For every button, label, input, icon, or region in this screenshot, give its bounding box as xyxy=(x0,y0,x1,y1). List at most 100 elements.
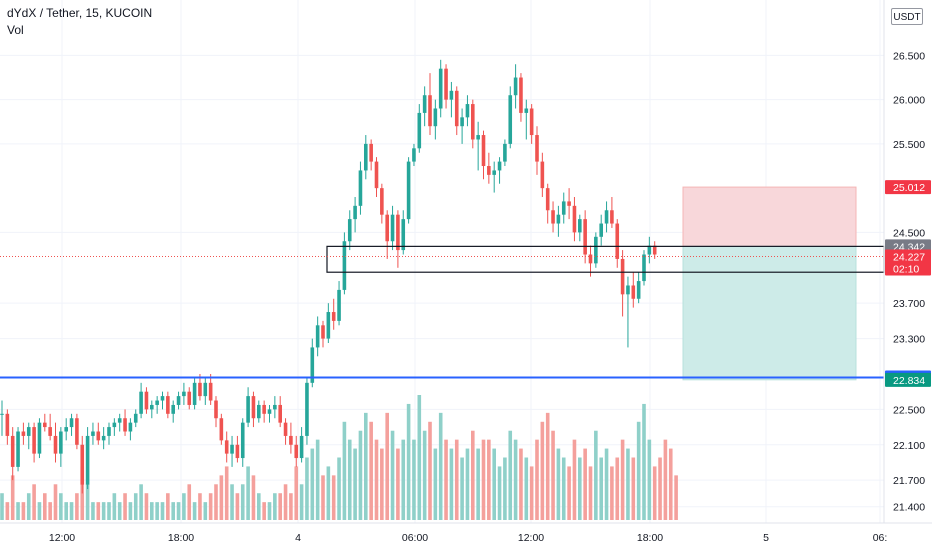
candle-body[interactable] xyxy=(626,285,630,295)
candle-body[interactable] xyxy=(406,161,411,220)
candle-body[interactable] xyxy=(246,396,250,423)
candle-body[interactable] xyxy=(155,400,159,405)
candle-body[interactable] xyxy=(182,391,186,397)
candle-body[interactable] xyxy=(519,77,523,113)
candle-body[interactable] xyxy=(551,210,555,224)
candle-body[interactable] xyxy=(535,135,539,162)
candle-body[interactable] xyxy=(150,404,154,410)
candle-body[interactable] xyxy=(331,312,336,321)
candle-body[interactable] xyxy=(267,409,272,414)
candle-body[interactable] xyxy=(417,112,422,149)
time-axis[interactable]: 12:00 18:00 4 06:00 12:00 18:00 5 06: xyxy=(49,532,887,544)
candle-body[interactable] xyxy=(337,289,341,321)
candle-body[interactable] xyxy=(5,413,10,436)
candle-body[interactable] xyxy=(214,400,218,419)
candle-body[interactable] xyxy=(21,431,26,436)
candle-body[interactable] xyxy=(91,431,95,436)
candle-body[interactable] xyxy=(26,427,31,436)
candle-body[interactable] xyxy=(342,241,347,290)
candle-body[interactable] xyxy=(101,435,106,441)
candle-body[interactable] xyxy=(64,427,68,432)
price-axis[interactable]: 26.500 26.000 25.500 24.500 23.700 23.300 22.5… xyxy=(893,50,925,513)
candle-body[interactable] xyxy=(631,285,636,299)
candle-body[interactable] xyxy=(465,104,470,118)
candle-body[interactable] xyxy=(567,201,571,206)
candle-body[interactable] xyxy=(198,382,202,397)
candle-body[interactable] xyxy=(37,422,42,454)
candle-body[interactable] xyxy=(396,214,400,251)
candle-body[interactable] xyxy=(240,422,245,459)
candle-body[interactable] xyxy=(192,382,197,405)
currency-button[interactable]: USDT xyxy=(891,8,923,25)
candle-body[interactable] xyxy=(390,214,395,242)
candle-body[interactable] xyxy=(80,444,85,485)
candle-body[interactable] xyxy=(454,90,459,127)
candle-body[interactable] xyxy=(32,427,36,454)
candle-body[interactable] xyxy=(524,108,529,113)
candle-body[interactable] xyxy=(69,418,74,428)
candle-body[interactable] xyxy=(412,148,416,162)
candle-body[interactable] xyxy=(0,413,4,415)
candle-body[interactable] xyxy=(112,422,117,428)
candle-body[interactable] xyxy=(273,404,277,410)
candle-body[interactable] xyxy=(283,422,288,436)
candle-body[interactable] xyxy=(572,205,577,233)
candle-body[interactable] xyxy=(497,161,502,171)
candle-body[interactable] xyxy=(289,435,293,445)
candle-body[interactable] xyxy=(257,404,261,419)
candle-body[interactable] xyxy=(171,404,175,414)
candle-body[interactable] xyxy=(219,418,224,441)
candle-body[interactable] xyxy=(321,325,325,339)
candle-body[interactable] xyxy=(652,245,657,255)
candle-body[interactable] xyxy=(107,427,111,436)
candle-body[interactable] xyxy=(53,435,58,454)
candle-body[interactable] xyxy=(561,201,566,215)
candle-body[interactable] xyxy=(96,431,101,441)
volume-indicator-label[interactable]: Vol xyxy=(7,23,24,37)
candle-body[interactable] xyxy=(620,258,625,295)
candle-body[interactable] xyxy=(278,404,282,423)
candle-body[interactable] xyxy=(385,214,389,242)
candle-body[interactable] xyxy=(615,223,620,259)
candle-body[interactable] xyxy=(578,219,582,233)
candle-body[interactable] xyxy=(481,135,486,167)
candle-body[interactable] xyxy=(310,347,315,383)
candle-body[interactable] xyxy=(43,422,47,428)
candle-body[interactable] xyxy=(123,418,127,432)
candle-body[interactable] xyxy=(471,104,475,140)
candle-body[interactable] xyxy=(476,135,480,140)
candlesticks[interactable] xyxy=(0,59,657,494)
candle-body[interactable] xyxy=(513,77,518,96)
candle-body[interactable] xyxy=(594,236,598,264)
candle-body[interactable] xyxy=(187,391,192,405)
candle-body[interactable] xyxy=(503,143,507,162)
candle-body[interactable] xyxy=(492,170,496,175)
candle-body[interactable] xyxy=(428,95,432,127)
candle-body[interactable] xyxy=(294,444,299,459)
candle-body[interactable] xyxy=(508,95,513,144)
candle-body[interactable] xyxy=(364,143,368,171)
candle-body[interactable] xyxy=(208,382,213,401)
candle-body[interactable] xyxy=(588,254,593,264)
candle-body[interactable] xyxy=(422,95,427,113)
candle-body[interactable] xyxy=(529,108,534,136)
candle-body[interactable] xyxy=(75,418,79,445)
candle-body[interactable] xyxy=(326,312,331,339)
candle-body[interactable] xyxy=(16,431,20,467)
candle-body[interactable] xyxy=(369,143,373,162)
candle-body[interactable] xyxy=(460,117,464,127)
candle-body[interactable] xyxy=(347,219,352,242)
candle-body[interactable] xyxy=(374,161,379,189)
candle-body[interactable] xyxy=(358,170,363,206)
candle-body[interactable] xyxy=(556,214,561,224)
candle-body[interactable] xyxy=(203,382,208,397)
candle-body[interactable] xyxy=(262,404,266,414)
candle-body[interactable] xyxy=(299,435,304,459)
candle-body[interactable] xyxy=(315,325,320,348)
candle-body[interactable] xyxy=(176,396,181,405)
candle-body[interactable] xyxy=(224,440,229,454)
candle-body[interactable] xyxy=(117,418,122,423)
candle-body[interactable] xyxy=(139,391,143,414)
candle-body[interactable] xyxy=(449,90,454,100)
